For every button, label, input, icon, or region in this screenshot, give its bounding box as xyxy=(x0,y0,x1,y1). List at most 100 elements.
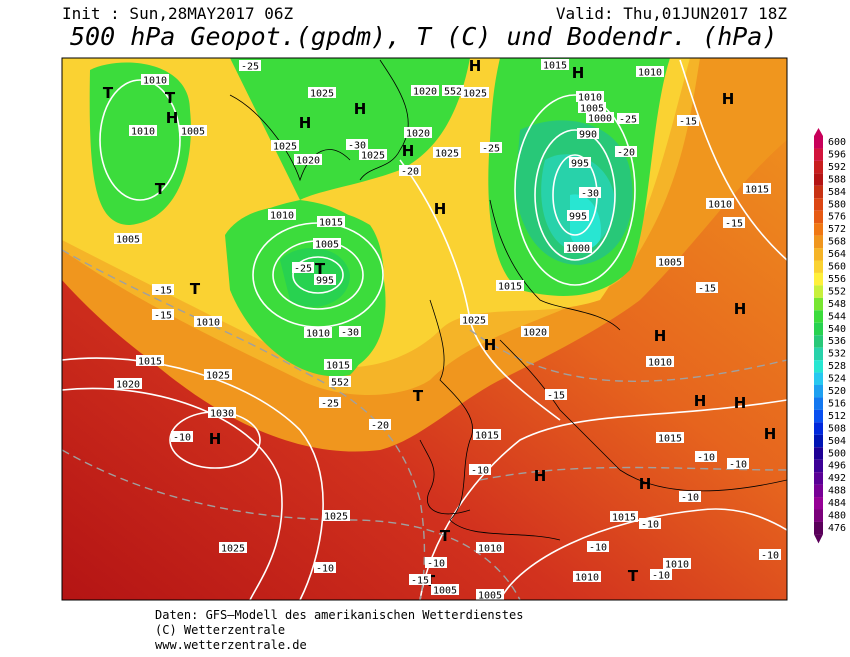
isobar-label: 1010 xyxy=(131,127,155,138)
isotherm-label: -20 xyxy=(617,148,635,159)
colorbar-label: 560 xyxy=(828,262,846,273)
label-box xyxy=(304,327,332,338)
isotherm-label: -10 xyxy=(641,520,659,531)
colorbar-label: 552 xyxy=(828,286,846,297)
colorbar-label: 476 xyxy=(828,523,846,534)
isobar-label: 1005 xyxy=(433,586,457,597)
isobar-label: 1020 xyxy=(296,156,320,167)
colorbar-swatch xyxy=(814,385,823,398)
label-box xyxy=(706,198,734,209)
colorbar-label: 572 xyxy=(828,224,846,235)
label-box xyxy=(677,115,699,126)
footer-url: www.wetterzentrale.de xyxy=(155,638,307,652)
isobar-label: 990 xyxy=(579,130,597,141)
map-title: 500 hPa Geopot.(gpdm), T (C) und Bodendr… xyxy=(70,22,777,51)
high-pressure-marker: H xyxy=(694,392,707,410)
isotherm-label: -25 xyxy=(321,399,339,410)
label-box xyxy=(646,356,674,367)
label-box xyxy=(425,557,447,568)
label-box xyxy=(496,280,524,291)
label-box xyxy=(369,419,391,430)
colorbar-swatch xyxy=(814,322,823,336)
isobar-label: 1005 xyxy=(658,258,682,269)
label-box xyxy=(476,589,504,600)
label-box xyxy=(219,542,247,553)
isobar-label: 1030 xyxy=(210,409,234,420)
isotherm-label: -30 xyxy=(348,141,366,152)
isobar-label: 1015 xyxy=(658,434,682,445)
colorbar-swatch xyxy=(814,173,823,186)
label-box xyxy=(313,238,341,249)
isobar-label: 1005 xyxy=(116,235,140,246)
isobar-label: 1025 xyxy=(221,544,245,555)
label-box xyxy=(567,210,589,221)
isotherm-label: -15 xyxy=(698,284,716,295)
colorbar-label: 568 xyxy=(828,237,846,248)
isobar-label: 1015 xyxy=(543,61,567,72)
valid-time: Valid: Thu,01JUN2017 18Z xyxy=(556,4,788,23)
colorbar-swatch xyxy=(814,447,823,460)
isobar-label: 1025 xyxy=(273,142,297,153)
colorbar-label: 580 xyxy=(828,199,846,210)
label-box xyxy=(617,113,639,124)
colorbar-swatch xyxy=(814,484,823,498)
label-box xyxy=(179,125,207,136)
colorbar-label: 564 xyxy=(828,249,846,260)
label-box xyxy=(114,233,142,244)
isobars xyxy=(62,59,787,600)
isobar-label: 1020 xyxy=(523,328,547,339)
label-box xyxy=(663,558,691,569)
label-box xyxy=(322,510,350,521)
label-box xyxy=(359,149,387,160)
colorbar-swatch xyxy=(814,160,823,174)
high-pressure-marker: H xyxy=(166,109,179,127)
label-box xyxy=(723,217,745,228)
label-box xyxy=(469,464,491,475)
high-pressure-marker: H xyxy=(722,90,735,108)
colorbar-swatch xyxy=(814,260,823,273)
colorbar-label: 508 xyxy=(828,423,846,434)
colorbar-label: 596 xyxy=(828,149,846,160)
colorbar-swatch xyxy=(814,297,823,311)
footer-source: Daten: GFS–Modell des amerikanischen Wet… xyxy=(155,608,523,622)
isotherm-label: -30 xyxy=(581,189,599,200)
isobar-label: 1025 xyxy=(435,149,459,160)
label-box xyxy=(636,66,664,77)
label-box xyxy=(294,154,322,165)
isotherm-label: -10 xyxy=(173,433,191,444)
isobar-label: 1010 xyxy=(578,93,602,104)
colorbar-label: 576 xyxy=(828,212,846,223)
low-pressure-marker: T xyxy=(190,280,201,298)
isotherm-label: -10 xyxy=(652,571,670,582)
isobar-label: 1005 xyxy=(315,240,339,251)
colorbar-label: 488 xyxy=(828,486,846,497)
label-box xyxy=(339,326,361,337)
label-box xyxy=(579,187,601,198)
label-box xyxy=(329,376,351,387)
isobar-label: 1015 xyxy=(612,513,636,524)
footer-copyright: (C) Wetterzentrale xyxy=(155,623,285,637)
colorbar-label: 532 xyxy=(828,349,846,360)
label-box xyxy=(656,256,684,267)
label-box xyxy=(171,431,193,442)
colorbar-swatch xyxy=(814,409,823,423)
low-pressure-marker: T xyxy=(155,180,166,198)
label-box xyxy=(759,549,781,560)
label-box xyxy=(129,125,157,136)
label-box xyxy=(411,85,439,96)
label-box xyxy=(573,571,601,582)
label-box xyxy=(586,112,614,123)
colorbar-swatch xyxy=(814,434,823,448)
isobar-label: 1010 xyxy=(708,200,732,211)
isotherm-label: -30 xyxy=(341,328,359,339)
isobar-label: 995 xyxy=(316,276,334,287)
label-box xyxy=(461,87,489,98)
high-pressure-marker: H xyxy=(764,425,777,443)
colorbar-swatch xyxy=(814,248,823,261)
label-box xyxy=(308,87,336,98)
colorbar-swatch xyxy=(814,521,823,535)
